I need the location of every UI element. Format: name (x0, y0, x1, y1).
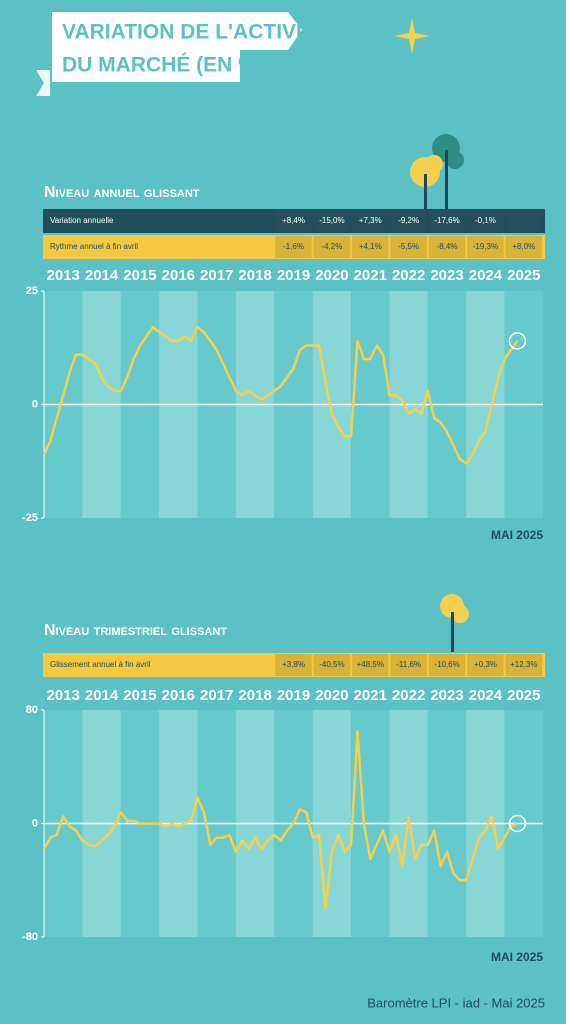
x-tick-label: 2013 (47, 687, 80, 704)
table-value: -15,0% (319, 216, 344, 225)
table-value: -10,6% (434, 660, 459, 669)
x-tick-label: 2023 (430, 267, 463, 284)
row-label: Glissement annuel à fin avril (50, 660, 151, 669)
table-value: -5,5% (398, 242, 419, 251)
x-tick-label: 2021 (354, 687, 387, 704)
table-value: -19,3% (473, 242, 498, 251)
x-tick-label: 2013 (47, 267, 80, 284)
data-line (42, 326, 519, 465)
y-tick-label: -25 (22, 512, 38, 524)
table-cell (505, 236, 542, 258)
x-tick-label: 2022 (392, 687, 425, 704)
table-value: +7,3% (359, 216, 382, 225)
y-tick-label: 0 (32, 398, 38, 410)
table-value: -1,6% (283, 242, 304, 251)
table-cell (428, 236, 466, 258)
title-line: VARIATION DE L'ACTIVITÉ (62, 21, 329, 44)
table-cell (390, 210, 427, 232)
x-tick-label: 2018 (238, 267, 271, 284)
x-tick-label: 2025 (507, 267, 540, 284)
table-value: +4,1% (359, 242, 382, 251)
star-icon (394, 18, 430, 54)
x-tick-label: 2015 (123, 687, 156, 704)
x-tick-label: 2022 (392, 267, 425, 284)
end-marker (508, 814, 527, 833)
table-cell (467, 654, 504, 676)
table-cell (275, 210, 312, 232)
tree-icon (410, 134, 464, 210)
table-value: -4,2% (321, 242, 342, 251)
x-tick-label: 2020 (315, 267, 348, 284)
table-cell (313, 654, 351, 676)
row-label: Variation annuelle (50, 216, 114, 225)
x-tick-label: 2021 (354, 267, 387, 284)
table-cell (275, 654, 312, 676)
title-ribbon (52, 12, 302, 82)
table-cell (428, 210, 466, 232)
x-tick-label: 2017 (200, 267, 233, 284)
x-tick-label: 2016 (162, 687, 195, 704)
table-cell (428, 654, 466, 676)
table-cell (313, 210, 351, 232)
x-tick-label: 2018 (238, 687, 271, 704)
table-value: -8,4% (437, 242, 458, 251)
table-value: -40,5% (319, 660, 344, 669)
x-tick-label: 2015 (123, 267, 156, 284)
end-marker (508, 332, 527, 350)
table-value: +0,3% (474, 660, 497, 669)
table-cell (505, 654, 542, 676)
table-value: +8,0% (512, 242, 535, 251)
footer: Baromètre LPI - iad - Mai 2025 (367, 995, 545, 1010)
table-cell (505, 210, 542, 232)
section-title: Niveau trimestriel glissant (44, 622, 227, 639)
table-value: -9,2% (398, 216, 419, 225)
y-tick-label: 25 (26, 285, 38, 297)
x-tick-label: 2025 (507, 687, 540, 704)
tree-icon (440, 594, 469, 652)
title-line: DU MARCHÉ (EN %) (62, 54, 264, 77)
y-tick-label: 80 (26, 704, 38, 716)
x-tick-label: 2014 (85, 267, 119, 284)
table-cell (390, 236, 427, 258)
end-label: MAI 2025 (491, 950, 543, 964)
x-tick-label: 2023 (430, 687, 463, 704)
ribbon-tail (36, 70, 50, 96)
table-value: +8,4% (282, 216, 305, 225)
data-line (42, 730, 518, 910)
table-value: +12,3% (510, 660, 537, 669)
x-tick-label: 2019 (277, 267, 310, 284)
y-tick-label: -80 (22, 931, 38, 943)
x-tick-label: 2017 (200, 687, 233, 704)
table-value: +3,8% (282, 660, 305, 669)
table-cell (352, 654, 389, 676)
table-value: -0,1% (475, 216, 496, 225)
table-cell (352, 210, 389, 232)
y-tick-label: 0 (32, 817, 38, 829)
table-cell (352, 236, 389, 258)
row-label: Rythme annuel à fin avril (50, 242, 138, 251)
table-cell (467, 210, 504, 232)
table-cell (390, 654, 427, 676)
end-label: MAI 2025 (491, 528, 543, 542)
x-tick-label: 2016 (162, 267, 195, 284)
table-value: +48,5% (357, 660, 384, 669)
table-cell (313, 236, 351, 258)
table-cell (467, 236, 504, 258)
x-tick-label: 2014 (85, 687, 119, 704)
x-tick-label: 2024 (469, 267, 503, 284)
table-value: -17,6% (434, 216, 459, 225)
table-value: -11,6% (396, 660, 421, 669)
x-tick-label: 2020 (315, 687, 348, 704)
x-tick-label: 2019 (277, 687, 310, 704)
section-title: Niveau annuel glissant (44, 184, 200, 201)
x-tick-label: 2024 (469, 687, 503, 704)
table-cell (275, 236, 312, 258)
